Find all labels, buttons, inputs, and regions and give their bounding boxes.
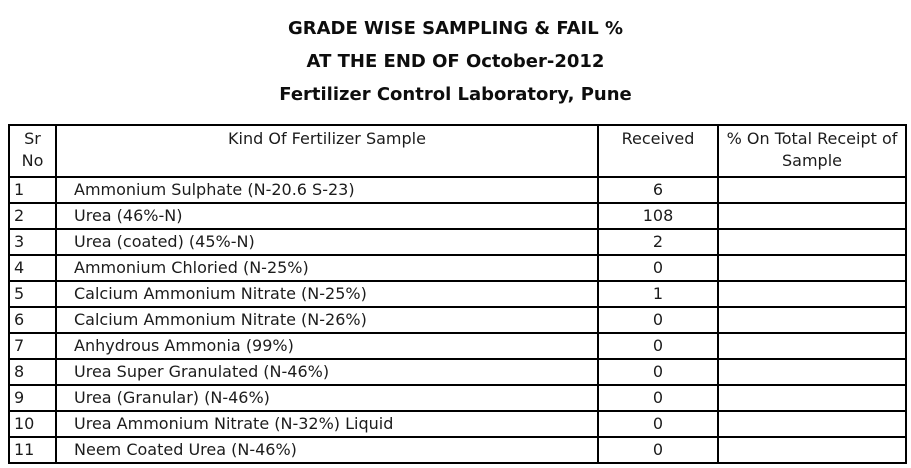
header-pct-on-total-receipt: % On Total Receipt of Sample <box>717 124 907 178</box>
table-row: 8 Urea Super Granulated (N-46%) 0 <box>8 358 907 386</box>
report-title-block: GRADE WISE SAMPLING & FAIL % AT THE END … <box>0 12 911 111</box>
pct-cell <box>717 332 907 360</box>
pct-cell <box>717 384 907 412</box>
sr-no-cell: 11 <box>8 436 57 464</box>
table-row: 1 Ammonium Sulphate (N-20.6 S-23) 6 <box>8 176 907 204</box>
sr-no-cell: 9 <box>8 384 57 412</box>
sr-no-cell: 6 <box>8 306 57 334</box>
received-cell: 0 <box>597 332 719 360</box>
fertilizer-kind-cell: Urea (coated) (45%-N) <box>55 228 599 256</box>
pct-cell <box>717 436 907 464</box>
report-title-period: AT THE END OF October-2012 <box>306 51 605 72</box>
table-row: 9 Urea (Granular) (N-46%) 0 <box>8 384 907 412</box>
sr-no-cell: 4 <box>8 254 57 282</box>
table-header-row: Sr No Kind Of Fertilizer Sample Received… <box>8 124 907 178</box>
pct-cell <box>717 306 907 334</box>
sr-no-cell: 8 <box>8 358 57 386</box>
table-row: 2 Urea (46%-N) 108 <box>8 202 907 230</box>
pct-cell <box>717 358 907 386</box>
table-row: 4 Ammonium Chloried (N-25%) 0 <box>8 254 907 282</box>
table-row: 11 Neem Coated Urea (N-46%) 0 <box>8 436 907 464</box>
received-cell: 6 <box>597 176 719 204</box>
sr-no-cell: 3 <box>8 228 57 256</box>
received-cell: 2 <box>597 228 719 256</box>
received-cell: 0 <box>597 436 719 464</box>
pct-cell <box>717 280 907 308</box>
table-row: 7 Anhydrous Ammonia (99%) 0 <box>8 332 907 360</box>
fertilizer-kind-cell: Urea (Granular) (N-46%) <box>55 384 599 412</box>
table-row: 5 Calcium Ammonium Nitrate (N-25%) 1 <box>8 280 907 308</box>
received-cell: 0 <box>597 358 719 386</box>
table-row: 6 Calcium Ammonium Nitrate (N-26%) 0 <box>8 306 907 334</box>
received-cell: 0 <box>597 410 719 438</box>
header-kind-of-fertilizer-sample: Kind Of Fertilizer Sample <box>55 124 599 178</box>
pct-cell <box>717 176 907 204</box>
grade-wise-sampling-table: Sr No Kind Of Fertilizer Sample Received… <box>8 124 907 464</box>
fertilizer-kind-cell: Anhydrous Ammonia (99%) <box>55 332 599 360</box>
header-sr-no: Sr No <box>8 124 57 178</box>
fertilizer-kind-cell: Ammonium Sulphate (N-20.6 S-23) <box>55 176 599 204</box>
sr-no-cell: 5 <box>8 280 57 308</box>
table-body: 1 Ammonium Sulphate (N-20.6 S-23) 6 2 Ur… <box>8 176 907 464</box>
sr-no-cell: 10 <box>8 410 57 438</box>
header-received: Received <box>597 124 719 178</box>
table-row: 10 Urea Ammonium Nitrate (N-32%) Liquid … <box>8 410 907 438</box>
received-cell: 0 <box>597 384 719 412</box>
fertilizer-kind-cell: Calcium Ammonium Nitrate (N-26%) <box>55 306 599 334</box>
pct-cell <box>717 410 907 438</box>
pct-cell <box>717 202 907 230</box>
fertilizer-kind-cell: Neem Coated Urea (N-46%) <box>55 436 599 464</box>
received-cell: 0 <box>597 254 719 282</box>
fertilizer-kind-cell: Urea Super Granulated (N-46%) <box>55 358 599 386</box>
fertilizer-kind-cell: Ammonium Chloried (N-25%) <box>55 254 599 282</box>
received-cell: 1 <box>597 280 719 308</box>
fertilizer-kind-cell: Urea Ammonium Nitrate (N-32%) Liquid <box>55 410 599 438</box>
sr-no-cell: 7 <box>8 332 57 360</box>
sr-no-cell: 2 <box>8 202 57 230</box>
fertilizer-kind-cell: Urea (46%-N) <box>55 202 599 230</box>
fertilizer-kind-cell: Calcium Ammonium Nitrate (N-25%) <box>55 280 599 308</box>
pct-cell <box>717 254 907 282</box>
report-title-lab: Fertilizer Control Laboratory, Pune <box>279 84 632 105</box>
received-cell: 108 <box>597 202 719 230</box>
report-title-main: GRADE WISE SAMPLING & FAIL % <box>287 18 623 39</box>
pct-cell <box>717 228 907 256</box>
sr-no-cell: 1 <box>8 176 57 204</box>
received-cell: 0 <box>597 306 719 334</box>
table-row: 3 Urea (coated) (45%-N) 2 <box>8 228 907 256</box>
